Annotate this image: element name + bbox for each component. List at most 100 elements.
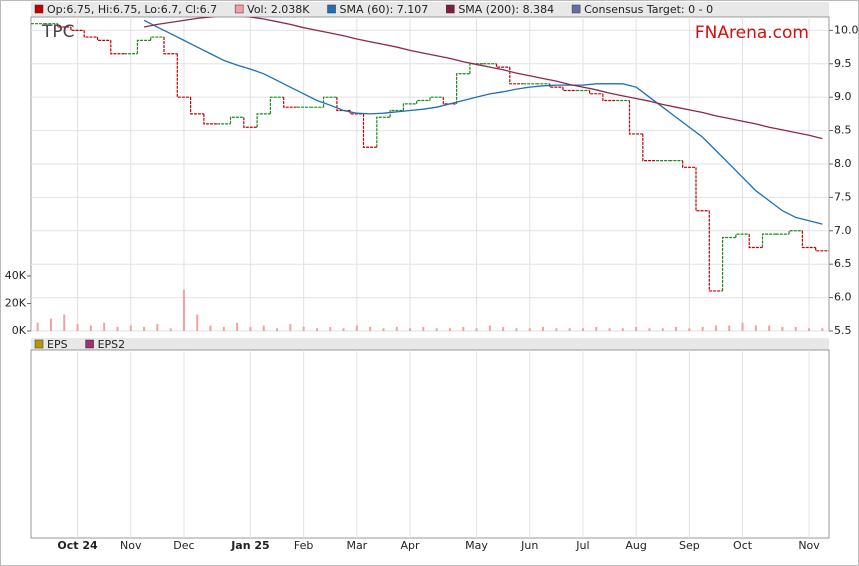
x-tick-label: Apr bbox=[401, 539, 421, 552]
volume-bar bbox=[156, 324, 159, 331]
volume-bar bbox=[688, 328, 691, 331]
volume-bar bbox=[222, 326, 225, 331]
volume-bar bbox=[289, 324, 292, 331]
grid bbox=[31, 17, 829, 538]
volume-bar bbox=[741, 322, 744, 331]
volume-bar bbox=[382, 328, 385, 331]
price-bar bbox=[229, 116, 244, 124]
price-bar bbox=[748, 234, 763, 249]
legend-label: EPS2 bbox=[98, 338, 126, 351]
legend-label: Vol: 2.038K bbox=[247, 3, 310, 16]
price-bar bbox=[402, 103, 417, 111]
volume-bar bbox=[103, 322, 106, 331]
y-tick-label: 5.5 bbox=[834, 324, 852, 337]
volume-bar bbox=[488, 325, 491, 331]
volume-bar bbox=[435, 328, 438, 331]
legend-swatch bbox=[85, 339, 94, 349]
price-bar bbox=[562, 87, 577, 92]
price-bar bbox=[269, 96, 284, 114]
volume-bar bbox=[608, 328, 611, 331]
volume-bar bbox=[315, 328, 318, 331]
x-tick-label: Dec bbox=[173, 539, 194, 552]
y2-tick-label: 40K bbox=[5, 269, 27, 282]
y-tick-label: 6.0 bbox=[834, 291, 852, 304]
y-tick-label: 7.5 bbox=[834, 190, 852, 203]
volume-bar bbox=[169, 328, 172, 331]
volume-bar bbox=[409, 328, 412, 331]
legend-label: Op:6.75, Hi:6.75, Lo:6.7, Cl:6.7 bbox=[47, 3, 217, 16]
price-bar bbox=[602, 93, 617, 102]
x-tick-label: Oct 24 bbox=[57, 539, 98, 552]
volume-bar bbox=[728, 325, 731, 331]
price-bar bbox=[376, 116, 391, 148]
volume-bar bbox=[635, 326, 638, 331]
price-bar bbox=[628, 100, 643, 135]
price-bar bbox=[323, 96, 337, 108]
volume-bar bbox=[714, 325, 717, 331]
y-tick-label: 8.0 bbox=[834, 157, 852, 170]
price-bar bbox=[788, 230, 803, 235]
price-bar bbox=[429, 96, 444, 101]
price-bar bbox=[70, 27, 85, 31]
volume-bar bbox=[448, 328, 451, 331]
lower-legend-strip bbox=[31, 338, 829, 350]
volume-bar bbox=[89, 325, 92, 331]
price-bar bbox=[642, 133, 657, 162]
volume-bar bbox=[821, 328, 824, 331]
volume-bar bbox=[342, 328, 345, 331]
volume-bar bbox=[528, 328, 531, 331]
volume-bar bbox=[648, 328, 651, 331]
lower-panel bbox=[30, 349, 830, 539]
price-bar bbox=[83, 30, 98, 38]
price-bar bbox=[110, 40, 125, 55]
volume-bar bbox=[395, 326, 398, 331]
price-bar bbox=[801, 230, 816, 249]
ticker: TPC bbox=[41, 22, 75, 42]
volume-bar bbox=[768, 325, 771, 331]
price-bar bbox=[589, 90, 603, 95]
price-bar bbox=[203, 113, 218, 125]
price-bar bbox=[695, 167, 710, 212]
volume-bar bbox=[462, 326, 465, 331]
x-tick-label: Oct bbox=[733, 539, 753, 552]
x-tick-label: Jul bbox=[575, 539, 589, 552]
volume-bar bbox=[355, 325, 358, 331]
price-bar bbox=[416, 99, 430, 104]
price-bar bbox=[136, 39, 151, 54]
price-bar bbox=[243, 117, 258, 128]
sma-line bbox=[143, 17, 823, 140]
y-tick-label: 7.0 bbox=[834, 224, 852, 237]
volume-bar bbox=[555, 328, 558, 331]
volume-bar bbox=[808, 328, 811, 331]
price-bar bbox=[96, 37, 111, 41]
volume-bar bbox=[36, 322, 39, 331]
volume-bar bbox=[781, 326, 784, 331]
x-tick-label: May bbox=[465, 539, 488, 552]
y2-tick-label: 20K bbox=[5, 296, 27, 309]
x-tick-label: Sep bbox=[679, 539, 700, 552]
volume-bar bbox=[236, 322, 239, 331]
volume-bar bbox=[196, 314, 199, 331]
price-bar bbox=[176, 53, 191, 98]
volume-bar bbox=[542, 326, 545, 331]
y-tick-label: 9.0 bbox=[834, 90, 852, 103]
price-bar bbox=[256, 113, 271, 128]
price-bar bbox=[509, 67, 524, 85]
volume-bar bbox=[182, 289, 185, 331]
volume-bar bbox=[754, 325, 757, 331]
volume-bar bbox=[661, 328, 664, 331]
volume-bar bbox=[422, 326, 425, 331]
volume-bar bbox=[262, 325, 265, 331]
x-tick-label: Nov bbox=[120, 539, 142, 552]
legend-strip bbox=[31, 2, 829, 17]
legend-label: EPS bbox=[47, 338, 68, 351]
volume-bar bbox=[475, 328, 478, 331]
volume-bar bbox=[129, 325, 132, 331]
price-bar bbox=[735, 233, 750, 238]
x-tick-label: Aug bbox=[625, 539, 646, 552]
volume-bar bbox=[76, 324, 79, 331]
marks bbox=[31, 17, 829, 331]
volume-bar bbox=[63, 314, 66, 331]
legend-swatch bbox=[34, 4, 44, 14]
